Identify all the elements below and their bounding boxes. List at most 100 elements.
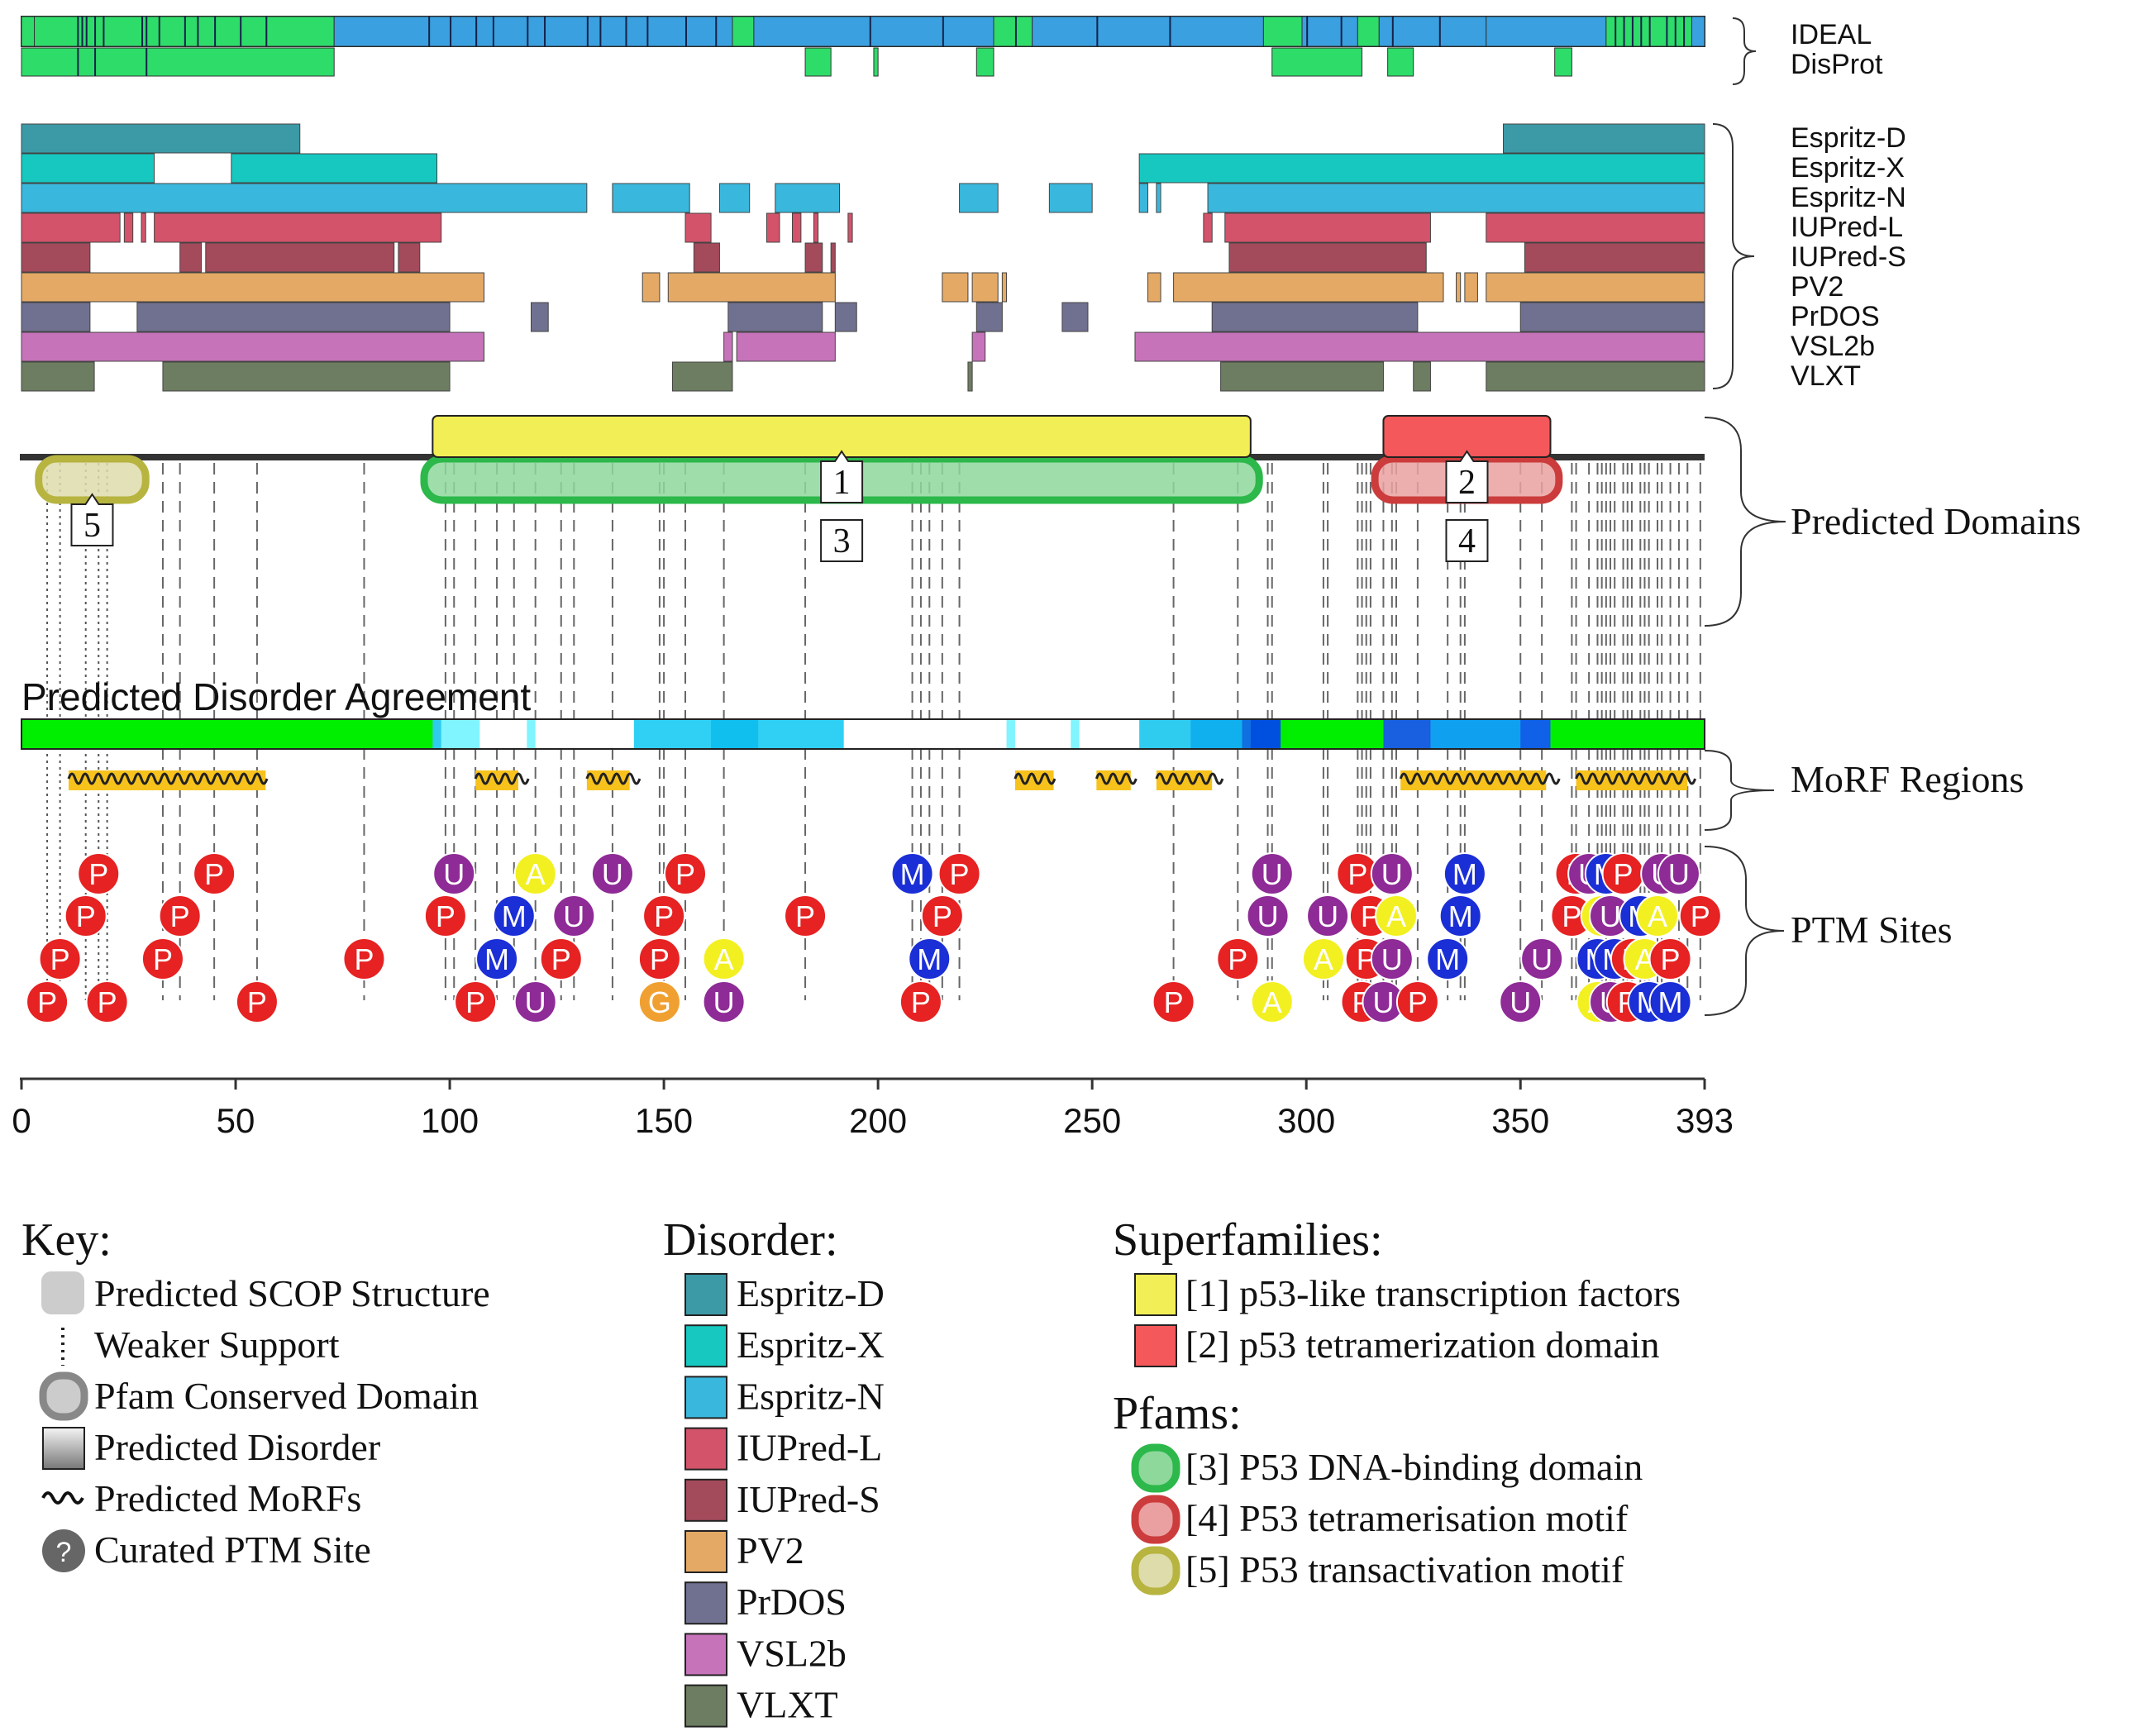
ptm-site-label: P	[795, 899, 815, 933]
predictor-segment	[141, 212, 146, 243]
ptm-site-label: P	[247, 985, 267, 1019]
pfam-item: [3] P53 DNA-binding domain	[1185, 1446, 1643, 1488]
ptm-site-label: M	[484, 942, 509, 976]
ptm-site-M	[1426, 937, 1470, 980]
predictor-segment	[21, 272, 485, 303]
morf-wave	[474, 772, 530, 785]
ptm-site-label: P	[354, 942, 374, 976]
disorder-legend-label: PrDOS	[737, 1581, 847, 1623]
ptm-site-U	[552, 894, 596, 937]
predictor-segment	[1156, 183, 1161, 213]
disorder-legend-swatch	[684, 1478, 727, 1522]
ptm-site-P	[1216, 937, 1260, 980]
ideal-segment	[1262, 16, 1303, 47]
disorder-swatch	[42, 1427, 85, 1470]
predictor-segment	[847, 212, 853, 243]
predictor-segment	[671, 361, 733, 392]
ideal-stripe	[1615, 17, 1617, 46]
key-item: Predicted SCOP Structure	[94, 1272, 490, 1314]
ptm-site-M	[890, 852, 934, 895]
predictor-segment	[205, 242, 395, 273]
ptm-site-label: P	[76, 899, 96, 933]
predictor-segment	[1211, 302, 1419, 332]
predictor-label: PV2	[1791, 271, 1843, 303]
ideal-stripe	[1169, 17, 1171, 46]
database-tracks	[21, 16, 1705, 77]
ptm-site-P	[158, 894, 202, 937]
predictor-segment	[959, 183, 999, 213]
ideal-stripe	[685, 17, 688, 46]
axis-tick-label: 250	[1063, 1101, 1121, 1140]
ptm-site-label: P	[170, 899, 190, 933]
ptm-site-label: P	[932, 899, 952, 933]
ptm-site-label: P	[1614, 857, 1634, 891]
ideal-stripe	[214, 17, 217, 46]
ideal-stripe	[1666, 17, 1668, 46]
predicted-domains: 1 2 3 4 5	[35, 415, 1563, 562]
superfamily-callout: 2	[1458, 464, 1476, 502]
agreement-title: Predicted Disorder Agreement	[21, 675, 531, 718]
predictor-label: Espritz-D	[1791, 122, 1906, 154]
ptm-site-P	[899, 980, 942, 1023]
predictor-segment	[179, 242, 203, 273]
disprot-stripe	[77, 48, 79, 76]
morf-wave	[67, 772, 269, 785]
agreement-segment	[1550, 719, 1705, 749]
ptm-site-label: P	[153, 942, 173, 976]
ptm-site-label: U	[1531, 942, 1552, 976]
disorder-legend-label: Espritz-N	[737, 1375, 885, 1417]
predictor-segment	[1519, 302, 1705, 332]
ptm-site-label: U	[602, 857, 623, 891]
ptm-site-P	[141, 937, 184, 980]
ptm-site-P	[454, 980, 498, 1023]
ideal-stripe	[141, 17, 144, 46]
disprot-segment	[873, 47, 879, 77]
superfamily-1-swatch	[1134, 1273, 1177, 1316]
disorder-legend-label: Espritz-X	[737, 1323, 885, 1366]
ideal-stripe	[81, 17, 83, 46]
ptm-site-label: A	[1314, 942, 1333, 976]
predictor-segment	[723, 331, 733, 362]
ptm-site-U	[1520, 937, 1564, 980]
morf-wave	[1399, 772, 1561, 785]
ideal-stripe	[869, 17, 871, 46]
disprot-label: DisProt	[1791, 49, 1883, 80]
ideal-stripe	[527, 17, 529, 46]
predictor-segment	[736, 331, 836, 362]
predictor-label: IUPred-L	[1791, 212, 1903, 243]
disorder-legend-label: IUPred-S	[737, 1478, 880, 1520]
agreement-segment	[711, 719, 759, 749]
ideal-stripe	[544, 17, 546, 46]
ptm-site-label: U	[1381, 942, 1403, 976]
agreement-segment	[1014, 719, 1071, 749]
disorder-legend-swatch	[684, 1530, 727, 1573]
ptm-site-label: A	[1648, 899, 1667, 933]
disprot-stripe	[145, 48, 148, 76]
pfam-5-swatch	[1131, 1546, 1180, 1595]
ptm-site-A	[1250, 980, 1294, 1023]
agreement-segment	[1250, 719, 1281, 749]
superfamily-callout: 1	[833, 464, 851, 502]
predictor-segment	[398, 242, 421, 273]
ptm-site-label: P	[1164, 985, 1184, 1019]
ptm-site-U	[1306, 894, 1350, 937]
superfamily-item: [2] p53 tetramerization domain	[1185, 1323, 1660, 1366]
superfamily-callout-box	[1445, 450, 1489, 503]
ptm-site-label: U	[1600, 899, 1621, 933]
predictor-segment	[1061, 302, 1089, 332]
predictor-segment	[1138, 153, 1705, 184]
axis-tick-label: 300	[1277, 1101, 1335, 1140]
predictor-segment	[1486, 212, 1705, 243]
ptm-site-label: P	[465, 985, 485, 1019]
ptm-site-label: P	[1661, 942, 1681, 976]
predictor-segment	[1464, 272, 1478, 303]
ptm-site-label: P	[37, 985, 57, 1019]
agreement-segment	[1430, 719, 1521, 749]
disorder-agreement-bar	[21, 718, 1705, 750]
x-axis: 0 50 100 150 200 250 300 350 393	[12, 1079, 1734, 1140]
ptm-site-label: P	[650, 942, 670, 976]
ptm-site-P	[1395, 980, 1439, 1023]
axis-tick-label: 100	[421, 1101, 479, 1140]
morf-swatch	[41, 1491, 84, 1505]
ideal-stripe	[1674, 17, 1677, 46]
